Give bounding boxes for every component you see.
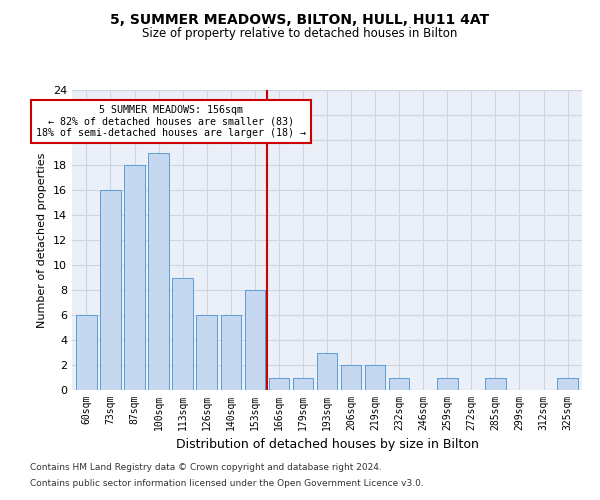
Bar: [341, 365, 361, 390]
Bar: [148, 152, 169, 390]
Text: Contains public sector information licensed under the Open Government Licence v3: Contains public sector information licen…: [30, 478, 424, 488]
Bar: [437, 378, 458, 390]
Bar: [293, 378, 313, 390]
Bar: [317, 352, 337, 390]
Y-axis label: Number of detached properties: Number of detached properties: [37, 152, 47, 328]
Bar: [389, 378, 409, 390]
Text: Contains HM Land Registry data © Crown copyright and database right 2024.: Contains HM Land Registry data © Crown c…: [30, 464, 382, 472]
Bar: [100, 190, 121, 390]
Bar: [365, 365, 385, 390]
Bar: [221, 315, 241, 390]
Text: 5, SUMMER MEADOWS, BILTON, HULL, HU11 4AT: 5, SUMMER MEADOWS, BILTON, HULL, HU11 4A…: [110, 12, 490, 26]
Bar: [172, 278, 193, 390]
Text: Size of property relative to detached houses in Bilton: Size of property relative to detached ho…: [142, 28, 458, 40]
Bar: [196, 315, 217, 390]
Bar: [557, 378, 578, 390]
Bar: [245, 290, 265, 390]
Bar: [76, 315, 97, 390]
Bar: [124, 165, 145, 390]
Bar: [485, 378, 506, 390]
Text: 5 SUMMER MEADOWS: 156sqm
← 82% of detached houses are smaller (83)
18% of semi-d: 5 SUMMER MEADOWS: 156sqm ← 82% of detach…: [35, 105, 305, 138]
Bar: [269, 378, 289, 390]
X-axis label: Distribution of detached houses by size in Bilton: Distribution of detached houses by size …: [176, 438, 478, 452]
